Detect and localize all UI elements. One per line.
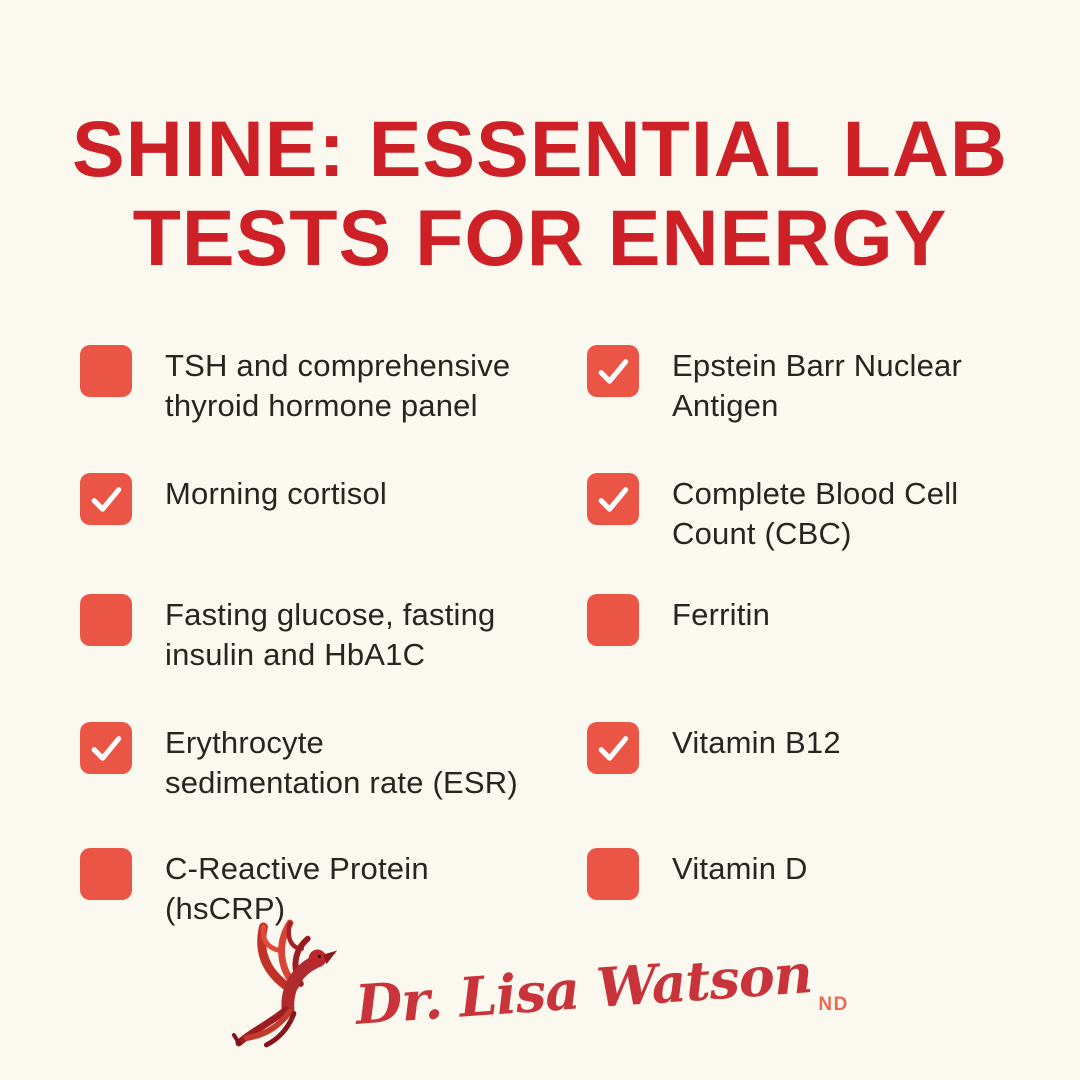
checklist-item: Complete Blood Cell Count (CBC) <box>587 473 1007 554</box>
checkmark-icon <box>91 736 122 761</box>
doctor-name-script: Dr. Lisa Watson <box>353 941 815 1037</box>
checklist-item-label: Complete Blood Cell Count (CBC) <box>672 476 959 551</box>
checkbox-icon[interactable] <box>587 473 639 525</box>
checkbox-icon[interactable] <box>80 848 132 900</box>
checkbox-icon[interactable] <box>587 345 639 397</box>
page-title: SHINE: ESSENTIAL LAB TESTS FOR ENERGY <box>0 104 1080 282</box>
checklist-item: Epstein Barr Nuclear Antigen <box>587 345 1007 426</box>
checklist-item: Ferritin <box>587 594 770 646</box>
checkmark-icon <box>598 359 629 384</box>
checklist-item: Fasting glucose, fasting insulin and HbA… <box>80 594 521 675</box>
checklist-item: Erythrocyte sedimentation rate (ESR) <box>80 722 521 803</box>
checklist-item-label: Ferritin <box>672 597 771 632</box>
checklist-item-label: Epstein Barr Nuclear Antigen <box>672 348 963 423</box>
checkbox-icon[interactable] <box>587 594 639 646</box>
checkbox-icon[interactable] <box>587 848 639 900</box>
credential-label: ND <box>818 994 849 1015</box>
page-title-line1: SHINE: ESSENTIAL LAB <box>72 104 1008 193</box>
checkbox-icon[interactable] <box>80 594 132 646</box>
checklist-item: Morning cortisol <box>80 473 387 525</box>
checklist-item: C-Reactive Protein (hsCRP) <box>80 848 521 929</box>
checkmark-icon <box>598 487 629 512</box>
checklist-item-label: Morning cortisol <box>165 476 388 511</box>
checklist-item-label: TSH and comprehensive thyroid hormone pa… <box>165 348 511 423</box>
checklist-item: TSH and comprehensive thyroid hormone pa… <box>80 345 521 426</box>
checkbox-icon[interactable] <box>80 473 132 525</box>
checklist-item-label: Erythrocyte sedimentation rate (ESR) <box>165 725 518 800</box>
checkbox-icon[interactable] <box>587 722 639 774</box>
checkmark-icon <box>91 487 122 512</box>
checkbox-icon[interactable] <box>80 345 132 397</box>
checklist-item-label: Vitamin B12 <box>672 725 841 760</box>
brand-logo: Dr. Lisa Watson ND <box>0 912 1080 1052</box>
checklist-item-label: Fasting glucose, fasting insulin and HbA… <box>165 597 496 672</box>
phoenix-icon <box>232 919 338 1048</box>
checklist-item-label: C-Reactive Protein (hsCRP) <box>165 851 429 926</box>
checklist-item: Vitamin D <box>587 848 808 900</box>
page-title-line2: TESTS FOR ENERGY <box>132 193 948 282</box>
checklist-item-label: Vitamin D <box>672 851 808 886</box>
checkbox-icon[interactable] <box>80 722 132 774</box>
checkmark-icon <box>598 736 629 761</box>
checklist-item: Vitamin B12 <box>587 722 841 774</box>
